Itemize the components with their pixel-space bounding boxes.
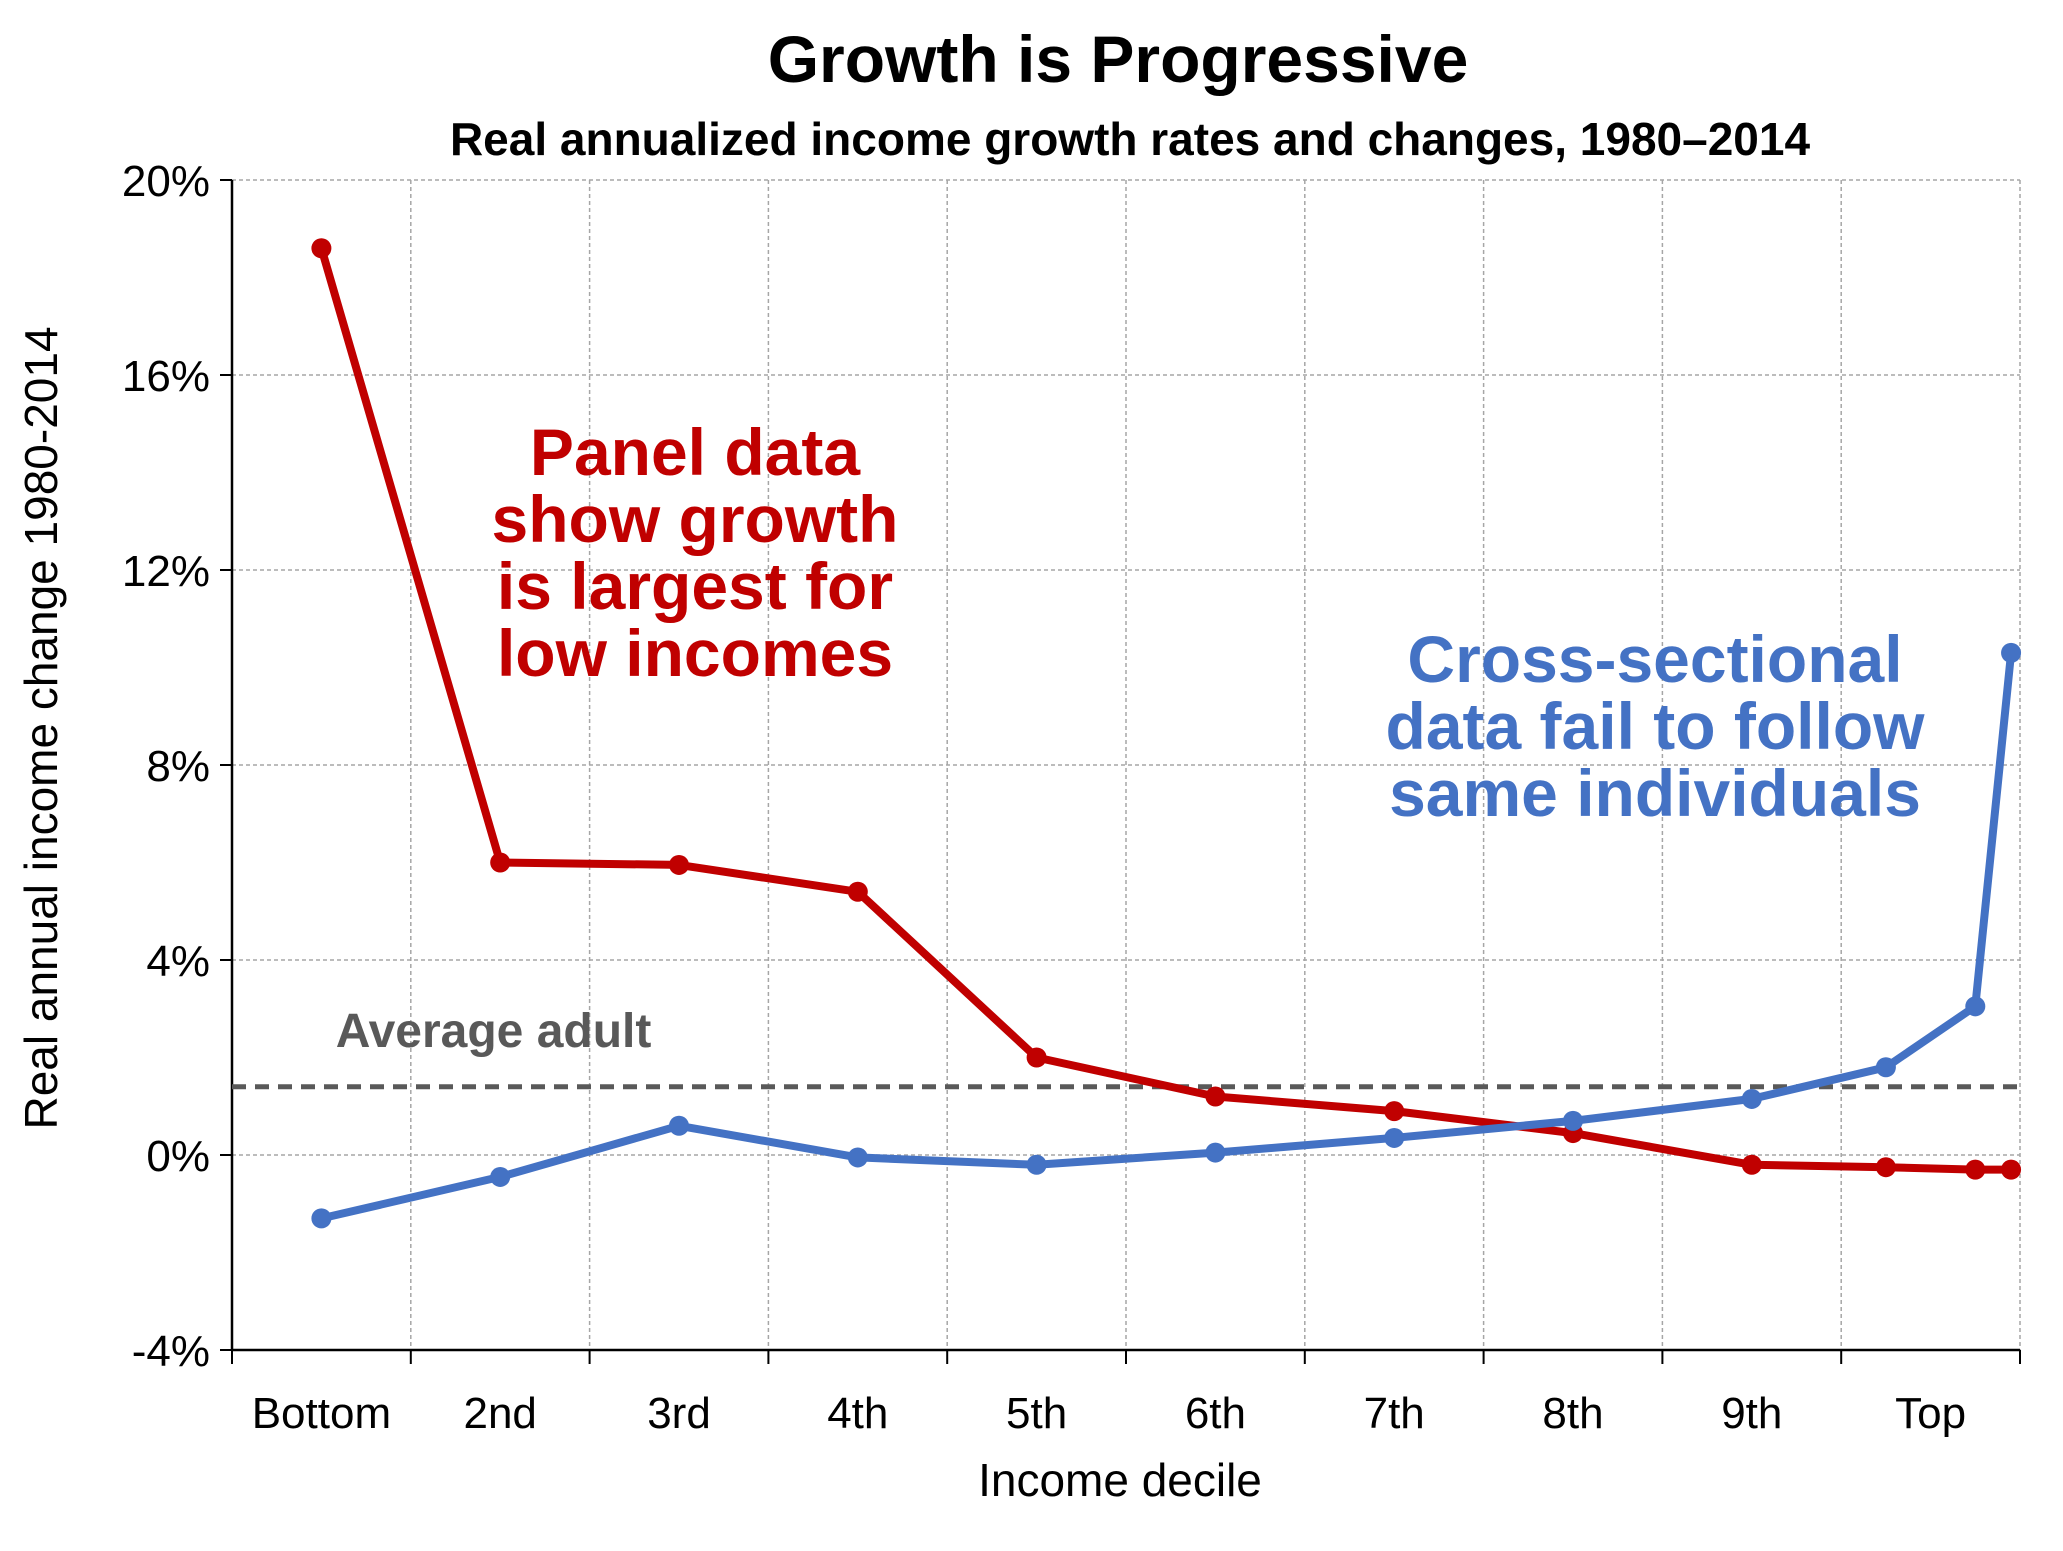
x-tick-label: 2nd [463, 1389, 536, 1438]
annotation-line: data fail to follow [1386, 689, 1926, 763]
x-tick-label: Bottom [252, 1389, 391, 1438]
data-point [1384, 1127, 1405, 1148]
y-tick-label: 0% [146, 1132, 210, 1181]
x-tick-label: 5th [1006, 1389, 1067, 1438]
data-point [311, 1208, 332, 1229]
annotation-line: Cross-sectional [1407, 622, 1902, 696]
x-tick-label: 9th [1721, 1389, 1782, 1438]
y-tick-label: 4% [146, 937, 210, 986]
data-point [1875, 1057, 1896, 1078]
data-point [1026, 1047, 1047, 1068]
x-tick-label: Top [1895, 1389, 1966, 1438]
y-tick-labels: -4% 0% 4% 8% 12% 16% 20% [122, 157, 210, 1376]
data-point [1026, 1154, 1047, 1175]
data-point [847, 1147, 868, 1168]
reference-line-group: Average adult [232, 1005, 2020, 1090]
data-point [847, 881, 868, 902]
data-point [2001, 642, 2022, 663]
y-tick-label: 20% [122, 157, 210, 206]
x-tick-label: 8th [1542, 1389, 1603, 1438]
data-point [669, 1115, 689, 1136]
chart-title: Growth is Progressive [768, 22, 1469, 96]
data-point [1965, 996, 1986, 1017]
y-tick-label: 8% [146, 742, 210, 791]
y-tick-label: 12% [122, 547, 210, 596]
data-point [1741, 1088, 1762, 1109]
annotations: Panel data show growth is largest for low i… [492, 415, 1926, 830]
y-tick-label: 16% [122, 352, 210, 401]
data-point [311, 238, 332, 259]
annotation-1: Cross-sectional data fail to follow same i… [1386, 622, 1926, 830]
annotation-line: low incomes [497, 616, 893, 690]
data-point [490, 852, 511, 873]
annotation-line: Panel data [530, 415, 861, 489]
data-point [1205, 1086, 1226, 1107]
reference-line-label: Average adult [336, 1005, 652, 1058]
annotation-line: is largest for [497, 549, 893, 623]
annotation-line: same individuals [1389, 756, 1921, 830]
x-tick-label: 3rd [647, 1389, 711, 1438]
y-tick-label: -4% [132, 1327, 210, 1376]
data-point [669, 854, 689, 875]
series-line-1 [317, 648, 2016, 1223]
data-point [2001, 1159, 2022, 1180]
data-point [1741, 1154, 1762, 1175]
chart-subtitle: Real annualized income growth rates and … [450, 113, 1810, 165]
data-point [490, 1166, 511, 1187]
series-group [311, 238, 2022, 1229]
x-tick-label: 7th [1364, 1389, 1425, 1438]
data-point [1205, 1142, 1226, 1163]
data-point [1563, 1110, 1583, 1131]
x-tick-label: 4th [827, 1389, 888, 1438]
axes [220, 179, 2021, 1364]
y-axis-label: Real annual income change 1980-2014 [15, 326, 67, 1129]
annotation-0: Panel data show growth is largest for low i… [492, 415, 899, 690]
x-tick-labels: Bottom 2nd 3rd 4th 5th 6th 7th 8th 9th Top [252, 1389, 1966, 1438]
data-point [1875, 1157, 1896, 1178]
x-tick-label: 6th [1185, 1389, 1246, 1438]
annotation-line: show growth [492, 482, 899, 556]
x-axis-label: Income decile [978, 1454, 1262, 1506]
data-point [1965, 1159, 1986, 1180]
series-line-0 [317, 244, 2016, 1174]
data-point [1384, 1101, 1405, 1122]
